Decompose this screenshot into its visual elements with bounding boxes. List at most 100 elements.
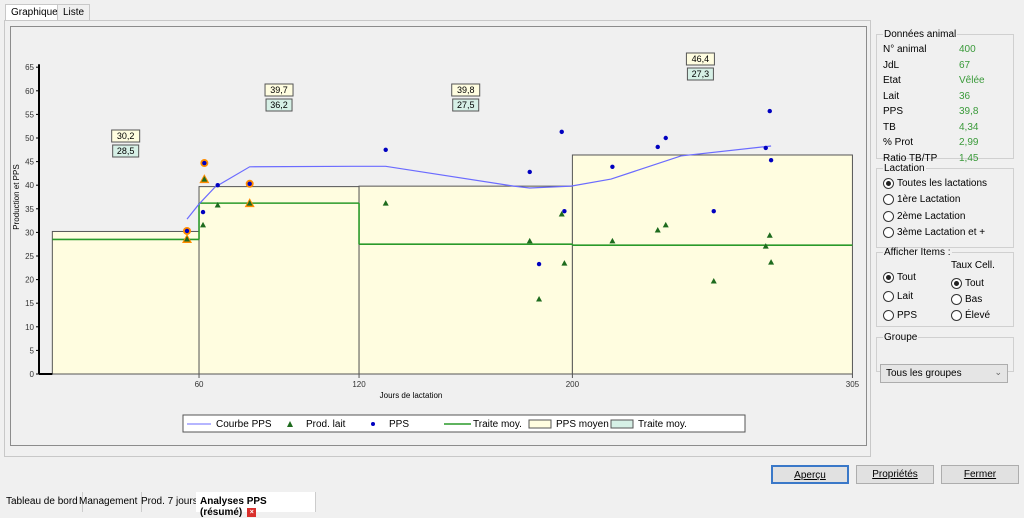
radio-lactation-2[interactable]: 2ème Lactation: [883, 208, 1007, 225]
radio-label: Bas: [965, 293, 983, 305]
prod-lait-point: [184, 236, 191, 242]
animal-field-value: 1,45: [959, 152, 979, 164]
pps-point: [215, 183, 220, 188]
animal-field-label: PPS: [883, 106, 904, 118]
bottom-tab-analyses-label: Analyses PPS (résumé): [200, 496, 267, 518]
radio-circle-icon[interactable]: [883, 194, 894, 206]
prod-lait-point: [654, 227, 661, 233]
prod-lait-point: [246, 200, 253, 206]
y-tick-label: 55: [25, 110, 34, 119]
radio-label: Lait: [897, 291, 914, 302]
radio-circle-icon[interactable]: [883, 177, 894, 189]
radio-label: 2ème Lactation: [897, 210, 966, 222]
pps-point: [663, 135, 668, 141]
legend-traite-swatch: [610, 419, 634, 429]
pps-point: [247, 181, 252, 186]
animal-field-value: Vêlée: [959, 75, 985, 87]
groupe-title: Groupe: [884, 332, 918, 343]
pps-point: [184, 228, 190, 234]
animal-field-label: JdL: [883, 59, 900, 71]
radio-lactation-1[interactable]: 1ère Lactation: [883, 192, 1007, 209]
chart-area: 0 5 10 15 20 25 30 35 40 45 50 55 60 65 60 120 200 305 30,…: [10, 26, 867, 446]
pps-point: [655, 144, 660, 150]
animal-row: TB 4,34: [883, 120, 1007, 136]
y-tick-label: 0: [30, 370, 35, 379]
prod-lait-point: [382, 200, 389, 206]
radio-circle-icon[interactable]: [883, 291, 894, 302]
animal-row: Ratio TB/TP 1,45: [883, 151, 1007, 167]
bottom-tab-analyses-pps[interactable]: Analyses PPS (résumé) ×: [196, 492, 316, 518]
radio-lactation-0[interactable]: Toutes les lactations: [883, 175, 1007, 192]
pps-point: [711, 208, 716, 214]
radio-afficher-1[interactable]: Bas: [951, 291, 990, 307]
pps-moyen-label-box: [451, 83, 481, 97]
groupe-select[interactable]: Tous les groupes ⌄: [880, 364, 1008, 383]
animal-field-label: N° animal: [883, 44, 927, 56]
bottom-tab-tableau-de-bord[interactable]: Tableau de bord: [2, 492, 83, 512]
y-tick-label: 20: [25, 276, 34, 285]
close-tab-icon[interactable]: ×: [247, 507, 257, 517]
right-panel: Données animal N° animal 400 JdL 67 Etat Vêlé…: [872, 20, 1020, 457]
prod-lait-point: [200, 221, 207, 228]
pps-point: [536, 261, 542, 267]
prod-lait-point: [214, 202, 221, 208]
tab-graphique[interactable]: Graphique: [5, 4, 64, 21]
pps-point: [767, 108, 772, 114]
chevron-down-icon: ⌄: [994, 367, 1002, 377]
traite-moy-label: 36,2: [270, 100, 288, 110]
pps-point: [527, 169, 532, 175]
prod-lait-point: [768, 259, 775, 265]
x-tick-label: 200: [566, 380, 580, 389]
radio-label: Tout: [897, 272, 916, 283]
prod-lait-point: [710, 278, 717, 284]
chart-legend: Courbe PPS Prod. lait PPS Traite moy. PP…: [182, 414, 746, 433]
fermer-button[interactable]: Fermer: [941, 465, 1019, 484]
legend-dot-icon: [371, 422, 375, 426]
radio-label: Élevé: [965, 309, 991, 321]
bottom-tab-management[interactable]: Management: [75, 492, 143, 512]
radio-afficher-2[interactable]: Élevé: [951, 307, 990, 323]
radio-lactation-3[interactable]: 3ème Lactation et +: [883, 225, 1007, 242]
radio-circle-icon[interactable]: [883, 227, 894, 239]
pps-chart: 0 5 10 15 20 25 30 35 40 45 50 55 60 65 60 120 200 305 30,…: [12, 52, 860, 433]
animal-row: Lait 36: [883, 89, 1007, 105]
legend-pps-moyen-swatch: [528, 419, 552, 429]
afficher-title: Afficher Items :: [884, 247, 951, 258]
bottom-tab-prod-7-jours[interactable]: Prod. 7 jours: [137, 492, 203, 512]
radio-circle-icon[interactable]: [883, 210, 894, 222]
radio-circle-icon[interactable]: [951, 277, 962, 289]
radio-label: Tout: [965, 277, 984, 289]
radio-afficher-0[interactable]: Tout: [951, 275, 990, 291]
traite-moy-label: 27,3: [692, 69, 710, 79]
animal-field-label: % Prot: [883, 137, 914, 149]
y-tick-label: 40: [25, 181, 34, 190]
animal-row: % Prot 2,99: [883, 135, 1007, 151]
pps-moyen-bar: [358, 185, 573, 375]
pps-moyen-label-box: [111, 129, 141, 143]
taux-cell-title: Taux Cell.: [951, 260, 995, 271]
lactation-group: Lactation Toutes les lactations 1ère Lact…: [876, 163, 1014, 248]
pps-point: [610, 164, 615, 169]
radio-circle-icon[interactable]: [883, 310, 894, 321]
apercu-button[interactable]: Aperçu: [771, 465, 849, 484]
pps-moyen-bar: [51, 230, 200, 375]
pps-point: [763, 145, 768, 151]
animal-row: Etat Vêlée: [883, 73, 1007, 89]
x-tick-label: 305: [846, 380, 860, 389]
proprietes-button[interactable]: Propriétés: [856, 465, 934, 484]
radio-afficher-2[interactable]: PPS: [883, 306, 917, 325]
pps-point: [559, 129, 564, 135]
radio-afficher-0[interactable]: Tout: [883, 268, 917, 287]
radio-afficher-1[interactable]: Lait: [883, 287, 917, 306]
animal-data-group: Données animal N° animal 400 JdL 67 Etat Vêlé…: [876, 29, 1014, 164]
prod-lait-point: [762, 243, 769, 249]
prod-lait-point: [536, 295, 543, 302]
radio-circle-icon[interactable]: [951, 293, 962, 305]
radio-circle-icon[interactable]: [951, 309, 962, 321]
groupe-value: Tous les groupes: [886, 368, 962, 379]
animal-row: JdL 67: [883, 58, 1007, 74]
pps-point: [768, 157, 774, 163]
radio-circle-icon[interactable]: [883, 272, 894, 283]
tab-liste[interactable]: Liste: [57, 4, 91, 20]
prod-lait-point: [201, 176, 208, 182]
